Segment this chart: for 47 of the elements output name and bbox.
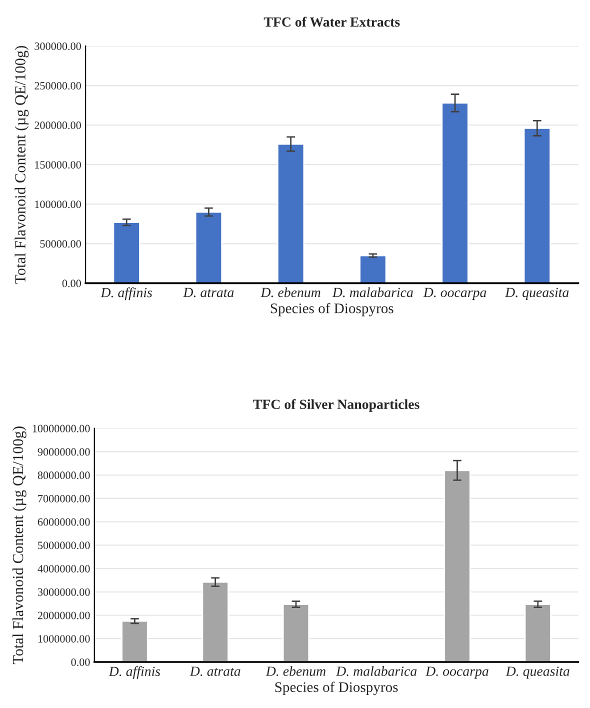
y-tick-label: 7000000.00 [38,494,90,502]
x-tick-label: D. ebenum [260,287,320,298]
y-tick-label: 0.00 [62,280,81,288]
bar [524,604,552,662]
y-tick-label: 250000.00 [34,82,81,90]
bar [441,102,469,284]
x-axis-title: Species of Diospyros [270,302,394,316]
chart-title: TFC of Water Extracts [264,16,400,27]
y-tick-label: 100000.00 [35,200,81,208]
bar [444,470,471,662]
x-tick-label: D. oocarpa [425,666,488,679]
bar [202,581,229,662]
chart-title: TFC of Silver Nanoparticles [253,399,420,412]
x-tick-label: D. queasita [506,666,570,679]
x-axis-title: Species of Diospyros [275,682,398,696]
y-tick-label: 200000.00 [34,122,81,130]
y-axis-title: Total Flavonoid Content (µg QE/100g) [14,46,29,284]
bar [194,211,223,284]
y-tick-label: 0.00 [71,658,90,666]
y-tick-label: 10000000.00 [32,424,90,432]
y-tick-label: 150000.00 [35,161,81,169]
bar [276,143,305,284]
bar [121,620,148,662]
x-tick-label: D. atrata [190,666,240,676]
y-tick-label: 300000.00 [34,42,81,50]
y-tick-label: 50000.00 [40,240,81,248]
x-tick-label: D. queasita [504,288,569,300]
y-tick-label: 2000000.00 [38,612,90,620]
x-tick-label: D. affinis [108,666,160,679]
bar [523,128,551,284]
y-tick-label: 5000000.00 [38,542,90,550]
y-axis-title: Total Flavonoid Content (µg QE/100g) [12,426,26,664]
y-tick-label: 1000000.00 [38,635,90,643]
y-tick-label: 8000000.00 [38,472,90,480]
x-tick-label: D. malabarica [336,666,417,676]
y-tick-label: 6000000.00 [38,518,90,526]
bar [359,254,387,284]
x-tick-label: D. affinis [100,287,152,300]
y-tick-label: 9000000.00 [38,448,90,456]
bar [282,604,310,662]
x-tick-label: D. atrata [183,288,234,298]
x-tick-label: D. oocarpa [423,288,486,300]
y-tick-label: 3000000.00 [38,588,90,596]
y-tick-label: 4000000.00 [38,564,90,573]
x-tick-label: D. ebenum [266,666,326,676]
x-tick-label: D. malabarica [332,287,413,298]
bar [112,222,140,284]
